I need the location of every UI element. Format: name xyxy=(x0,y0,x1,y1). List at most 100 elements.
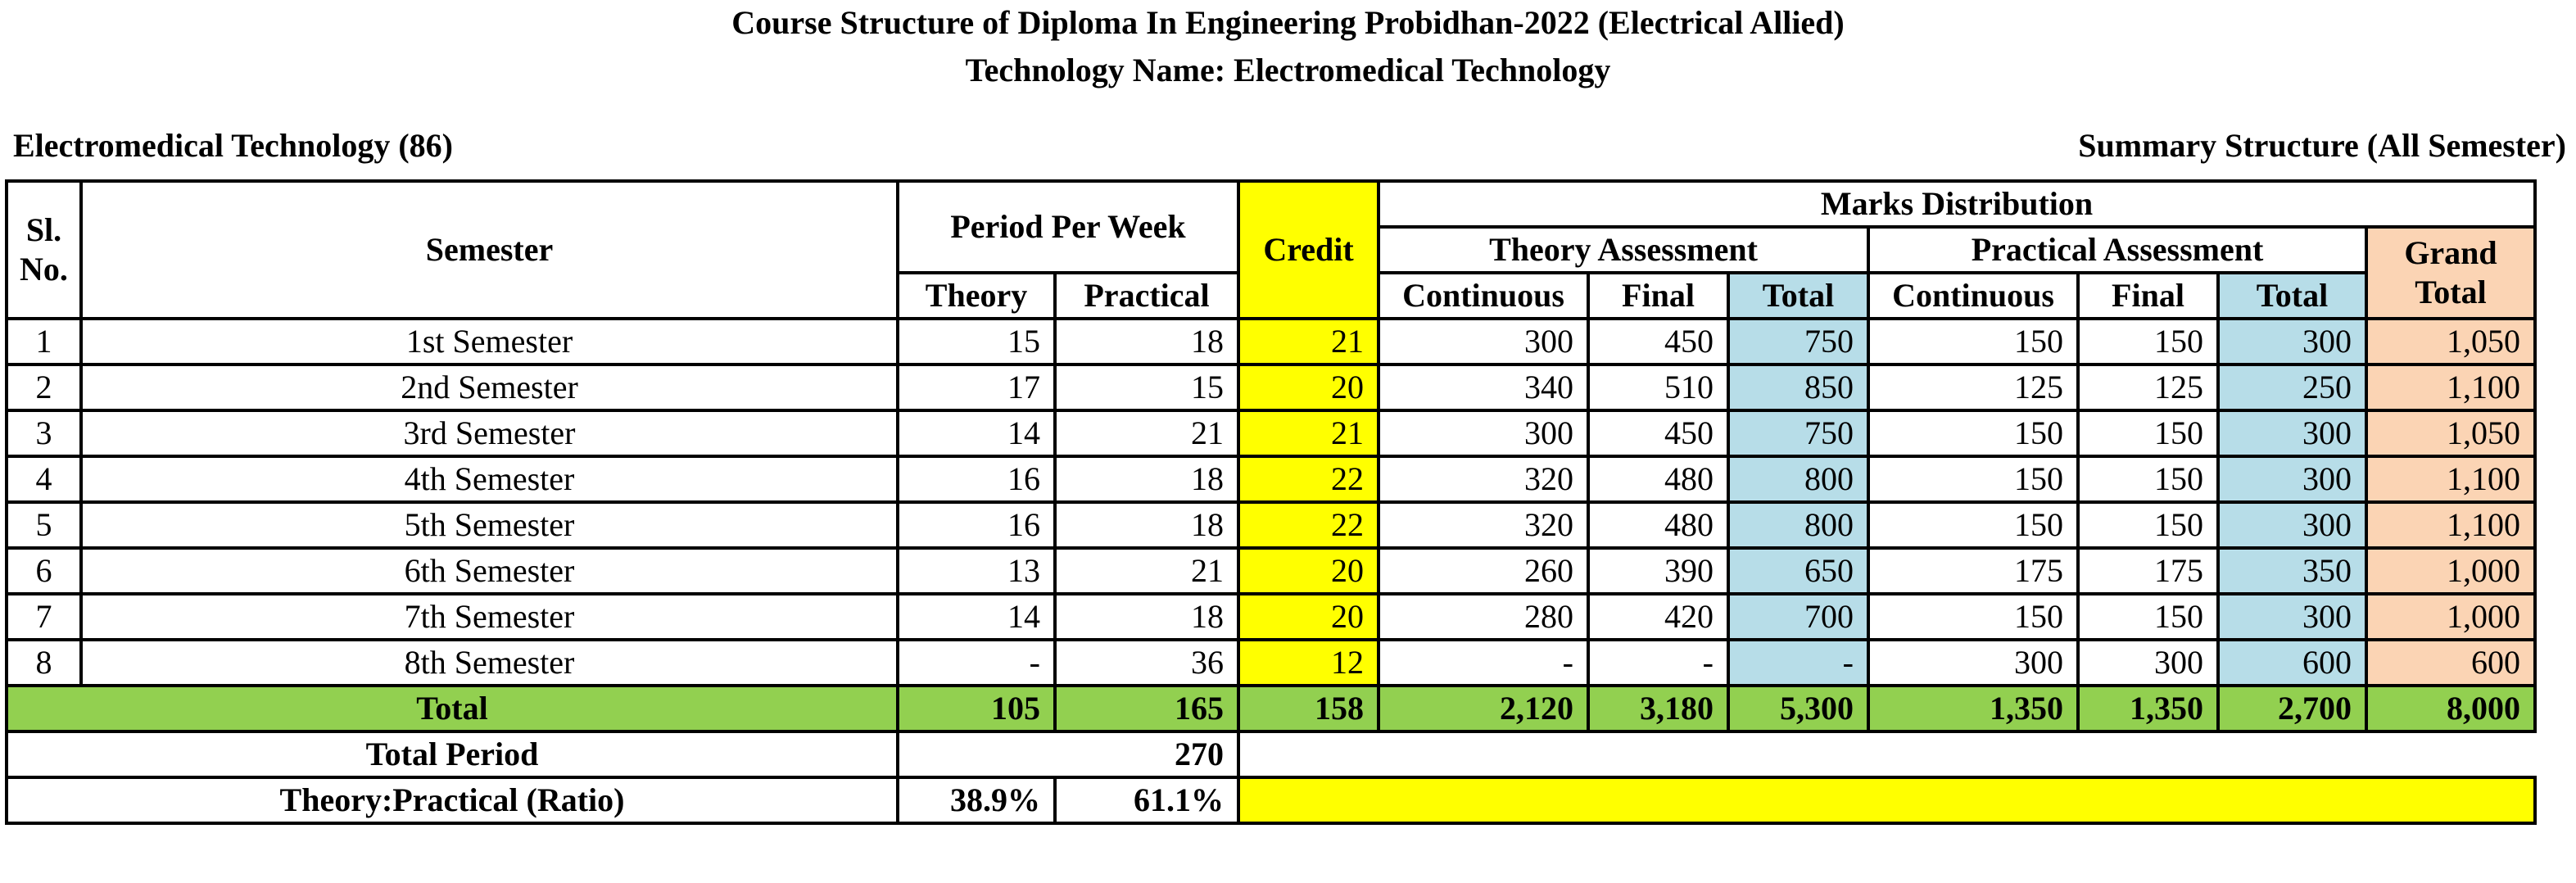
theory-final-cell: 480 xyxy=(1587,455,1730,504)
table-row: 5 5th Semester 16 18 22 320 480 800 150 150 300 1,1… xyxy=(5,500,2537,550)
theory-final-cell: 510 xyxy=(1587,363,1730,412)
theory-final-cell: 420 xyxy=(1587,592,1730,641)
practical-period-cell: 15 xyxy=(1053,363,1240,412)
total-period-label: Total Period xyxy=(5,730,899,779)
practical-total-cell: 300 xyxy=(2216,500,2368,550)
theory-total-cell: - xyxy=(1727,638,1870,687)
total-theory-continuous-cell: 2,120 xyxy=(1377,684,1590,733)
credit-cell: 21 xyxy=(1237,409,1380,458)
practical-period-header: Practical xyxy=(1053,271,1240,320)
header-row-1: Sl. No. Semester Period Per Week Credit … xyxy=(5,179,2537,320)
credit-cell: 12 xyxy=(1237,638,1380,687)
theory-period-cell: 16 xyxy=(896,455,1057,504)
grand-total-cell: 1,000 xyxy=(2365,546,2537,595)
credit-cell: 20 xyxy=(1237,592,1380,641)
header-row-3: Theory Practical Continuous Final Total … xyxy=(7,271,2535,320)
summary-label: Summary Structure (All Semester) xyxy=(2078,127,2566,164)
credit-cell: 22 xyxy=(1237,455,1380,504)
theory-continuous-cell: 320 xyxy=(1377,500,1590,550)
total-label: Total xyxy=(5,684,899,733)
practical-total-header: Total xyxy=(2216,271,2368,320)
total-practical-period-cell: 165 xyxy=(1053,684,1240,733)
theory-assessment-header: Theory Assessment xyxy=(1377,225,1870,274)
semester-cell: 7th Semester xyxy=(79,592,899,641)
practical-continuous-header: Continuous xyxy=(1867,271,2080,320)
ratio-highlight-bar xyxy=(1237,776,2537,825)
sl-no-cell: 7 xyxy=(5,592,83,641)
table-row: 3 3rd Semester 14 21 21 300 450 750 150 150 300 1,0… xyxy=(5,409,2537,458)
practical-total-cell: 250 xyxy=(2216,363,2368,412)
practical-period-cell: 18 xyxy=(1053,592,1240,641)
table-row: 4 4th Semester 16 18 22 320 480 800 150 150 300 1,1… xyxy=(5,455,2537,504)
total-period-value: 270 xyxy=(1055,730,1240,779)
practical-continuous-cell: 150 xyxy=(1867,317,2080,366)
theory-continuous-cell: 320 xyxy=(1377,455,1590,504)
total-theory-total-cell: 5,300 xyxy=(1727,684,1870,733)
semester-cell: 4th Semester xyxy=(79,455,899,504)
practical-final-cell: 300 xyxy=(2076,638,2220,687)
theory-final-cell: 480 xyxy=(1587,500,1730,550)
practical-continuous-cell: 175 xyxy=(1867,546,2080,595)
semester-header: Semester xyxy=(79,179,899,320)
theory-continuous-cell: 340 xyxy=(1377,363,1590,412)
practical-period-cell: 21 xyxy=(1053,546,1240,595)
grand-total-cell: 1,100 xyxy=(2365,500,2537,550)
total-theory-period-cell: 105 xyxy=(896,684,1057,733)
blank-area xyxy=(1237,730,2535,777)
semester-cell: 8th Semester xyxy=(79,638,899,687)
practical-total-cell: 300 xyxy=(2216,317,2368,366)
practical-final-header: Final xyxy=(2076,271,2220,320)
grand-total-cell: 1,050 xyxy=(2365,409,2537,458)
theory-continuous-header: Continuous xyxy=(1377,271,1590,320)
theory-continuous-cell: 300 xyxy=(1377,317,1590,366)
total-row: Total 105 165 158 2,120 3,180 5,300 1,350 1,350 2… xyxy=(5,684,2537,733)
practical-final-cell: 150 xyxy=(2076,317,2220,366)
practical-total-cell: 300 xyxy=(2216,409,2368,458)
practical-final-cell: 150 xyxy=(2076,592,2220,641)
period-per-week-header: Period Per Week xyxy=(896,179,1240,274)
total-grand-total-cell: 8,000 xyxy=(2365,684,2537,733)
practical-continuous-cell: 150 xyxy=(1867,592,2080,641)
ratio-label: Theory:Practical (Ratio) xyxy=(5,776,899,825)
theory-total-cell: 750 xyxy=(1727,409,1870,458)
practical-continuous-cell: 125 xyxy=(1867,363,2080,412)
practical-assessment-header: Practical Assessment xyxy=(1867,225,2368,274)
theory-continuous-cell: - xyxy=(1377,638,1590,687)
table-row: 1 1st Semester 15 18 21 300 450 750 150 150 300 1,0… xyxy=(5,317,2537,366)
marks-distribution-header: Marks Distribution xyxy=(1377,179,2537,229)
sl-no-cell: 1 xyxy=(5,317,83,366)
theory-final-cell: 450 xyxy=(1587,409,1730,458)
table-row: 8 8th Semester -36 12- - -300 300 600 600 xyxy=(5,638,2537,687)
theory-total-cell: 650 xyxy=(1727,546,1870,595)
theory-final-cell: - xyxy=(1587,638,1730,687)
total-practical-final-cell: 1,350 xyxy=(2076,684,2220,733)
theory-period-cell: 13 xyxy=(896,546,1057,595)
semester-cell: 1st Semester xyxy=(79,317,899,366)
practical-total-cell: 600 xyxy=(2216,638,2368,687)
theory-continuous-cell: 300 xyxy=(1377,409,1590,458)
grand-total-header: Grand Total xyxy=(2365,225,2537,320)
theory-continuous-cell: 260 xyxy=(1377,546,1590,595)
theory-total-cell: 700 xyxy=(1727,592,1870,641)
ratio-practical: 61.1% xyxy=(1053,776,1240,825)
practical-total-cell: 350 xyxy=(2216,546,2368,595)
theory-total-cell: 750 xyxy=(1727,317,1870,366)
theory-final-header: Final xyxy=(1587,271,1730,320)
total-period-row: Total Period 270 xyxy=(5,730,2535,779)
sl-no-cell: 6 xyxy=(5,546,83,595)
grand-total-cell: 1,000 xyxy=(2365,592,2537,641)
total-period-spacer xyxy=(896,730,1055,779)
technology-label: Electromedical Technology (86) xyxy=(13,127,453,164)
practical-total-cell: 300 xyxy=(2216,592,2368,641)
credit-cell: 20 xyxy=(1237,546,1380,595)
sl-no-cell: 3 xyxy=(5,409,83,458)
practical-period-cell: 36 xyxy=(1053,638,1240,687)
document-title: Course Structure of Diploma In Engineeri… xyxy=(731,4,1845,41)
total-credit-cell: 158 xyxy=(1237,684,1380,733)
practical-continuous-cell: 150 xyxy=(1867,455,2080,504)
total-practical-continuous-cell: 1,350 xyxy=(1867,684,2080,733)
total-theory-final-cell: 3,180 xyxy=(1587,684,1730,733)
total-practical-total-cell: 2,700 xyxy=(2216,684,2368,733)
practical-final-cell: 150 xyxy=(2076,409,2220,458)
credit-header: Credit xyxy=(1237,179,1380,320)
